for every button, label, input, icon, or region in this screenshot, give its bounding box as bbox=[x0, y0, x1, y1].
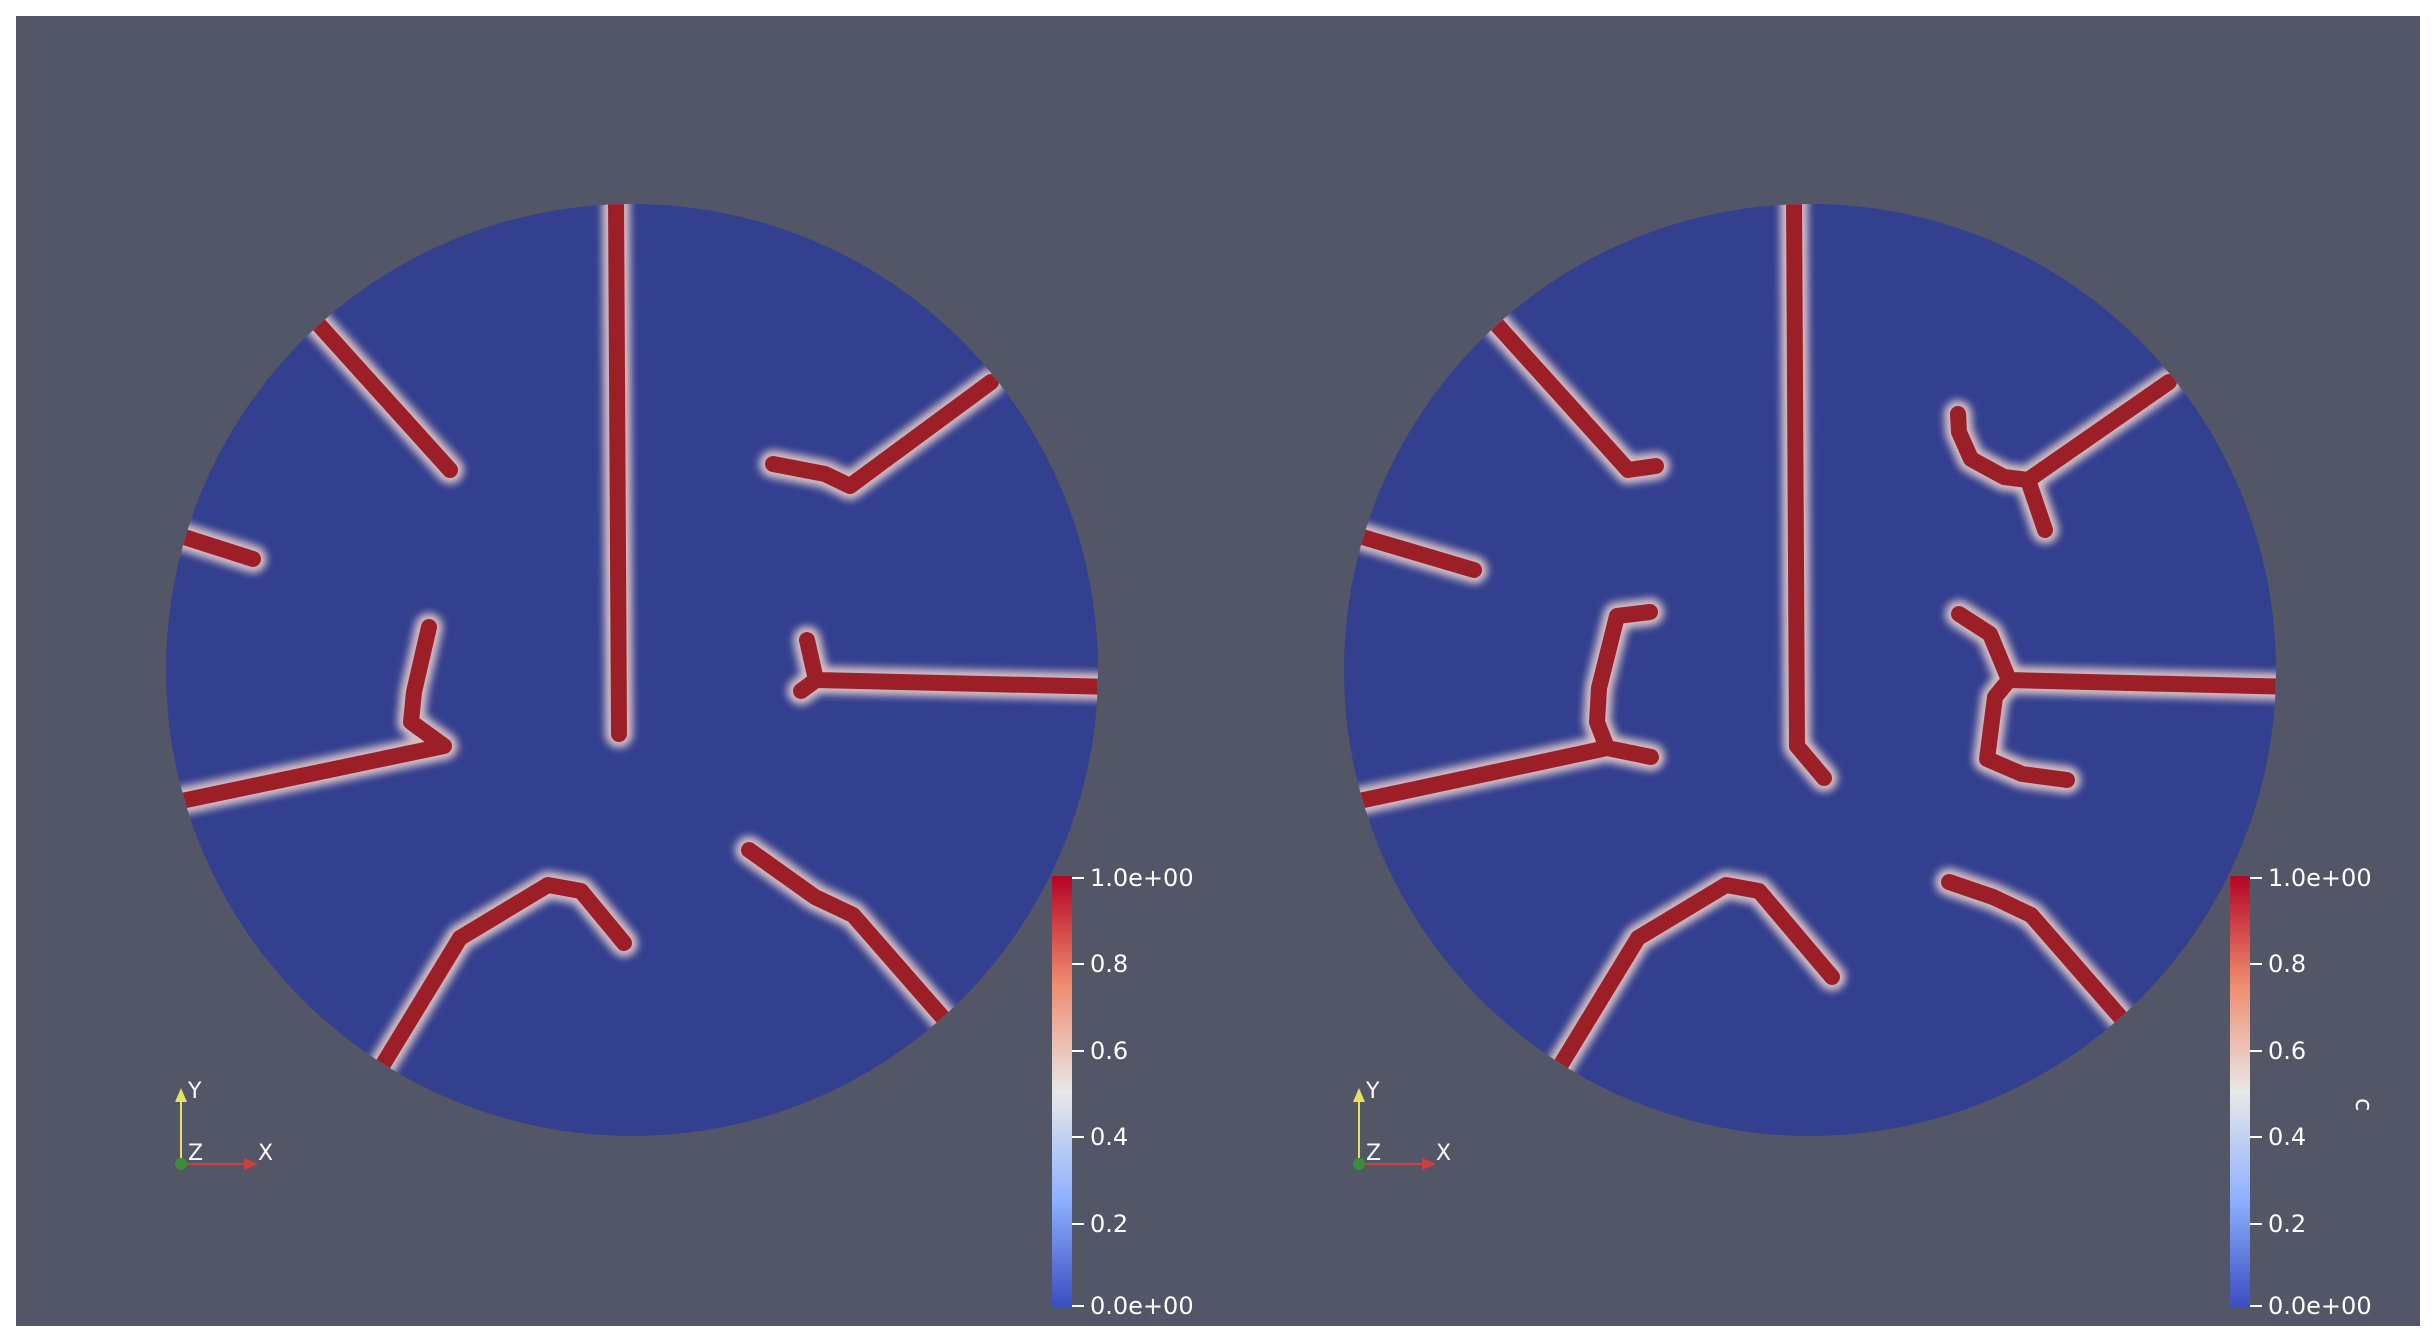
axis-z-label: Z bbox=[1366, 1141, 1381, 1166]
colorbar-tick-min: 0.0e+00 bbox=[2268, 1292, 2372, 1320]
crack-upper-left bbox=[1481, 308, 1664, 478]
axes-triad: Y Z X bbox=[1353, 1079, 1451, 1170]
crack-left bbox=[1351, 528, 1482, 578]
right-render: Y Z X 1.0e+00 0.8 0.6 0.4 0.2 bbox=[1344, 204, 2372, 1320]
crack-field bbox=[166, 204, 1098, 1085]
crack-right bbox=[1951, 606, 2276, 788]
axis-y-label: Y bbox=[1365, 1079, 1380, 1104]
crack-lower-right bbox=[741, 842, 952, 1027]
colorbar-tick-0-8: 0.8 bbox=[1090, 950, 1128, 978]
crack-bottom bbox=[371, 877, 632, 1079]
render-viewport[interactable]: Y Z X 1.0e+00 0.8 0.6 0.4 0.2 bbox=[16, 16, 2420, 1326]
left-view[interactable]: Y Z X 1.0e+00 0.8 0.6 0.4 0.2 bbox=[16, 16, 1194, 1326]
colorbar-tick-0-4: 0.4 bbox=[1090, 1123, 1128, 1151]
axis-x-label: X bbox=[258, 1141, 273, 1166]
colorbar-tick-min: 0.0e+00 bbox=[1090, 1292, 1194, 1320]
crack-vertical bbox=[608, 204, 627, 742]
colorbar: 1.0e+00 0.8 0.6 0.4 0.2 0.0e+00 c bbox=[1052, 864, 1194, 1320]
axis-x-label: X bbox=[1436, 1141, 1451, 1166]
colorbar-tick-0-2: 0.2 bbox=[1090, 1210, 1128, 1238]
crack-paths bbox=[1344, 204, 2276, 1079]
axes-triad: Y Z X bbox=[175, 1079, 273, 1170]
right-view[interactable]: Y Z X 1.0e+00 0.8 0.6 0.4 0.2 bbox=[1194, 16, 2372, 1326]
colorbar-gradient bbox=[1052, 876, 1072, 1308]
crack-bottom bbox=[1549, 877, 1840, 1079]
left-render: Y Z X 1.0e+00 0.8 0.6 0.4 0.2 bbox=[166, 204, 1194, 1320]
colorbar-tick-0-4: 0.4 bbox=[2268, 1123, 2306, 1151]
colorbar-tick-max: 1.0e+00 bbox=[1090, 864, 1194, 892]
colorbar-tick-max: 1.0e+00 bbox=[2268, 864, 2372, 892]
colorbar-tick-0-6: 0.6 bbox=[1090, 1037, 1128, 1065]
crack-lower-right bbox=[1941, 874, 2130, 1027]
crack-lower-left bbox=[1344, 604, 1659, 811]
axis-y-label: Y bbox=[187, 1079, 202, 1104]
colorbar-gradient bbox=[2230, 876, 2250, 1308]
colorbar: 1.0e+00 0.8 0.6 0.4 0.2 0.0e+00 c bbox=[2230, 864, 2372, 1320]
axis-z-label: Z bbox=[188, 1141, 203, 1166]
crack-right bbox=[793, 632, 1098, 699]
crack-paths bbox=[166, 204, 1098, 1079]
crack-left bbox=[173, 528, 261, 567]
colorbar-tick-0-8: 0.8 bbox=[2268, 950, 2306, 978]
colorbar-title: c bbox=[2350, 1098, 2372, 1111]
crack-field bbox=[1344, 204, 2276, 1085]
crack-upper-right bbox=[1950, 374, 2177, 538]
colorbar-tick-0-2: 0.2 bbox=[2268, 1210, 2306, 1238]
crack-vertical bbox=[1786, 204, 1832, 786]
colorbar-tick-0-6: 0.6 bbox=[2268, 1037, 2306, 1065]
crack-upper-left bbox=[303, 308, 458, 478]
crack-lower-left bbox=[166, 619, 452, 811]
crack-upper-right bbox=[765, 374, 999, 494]
